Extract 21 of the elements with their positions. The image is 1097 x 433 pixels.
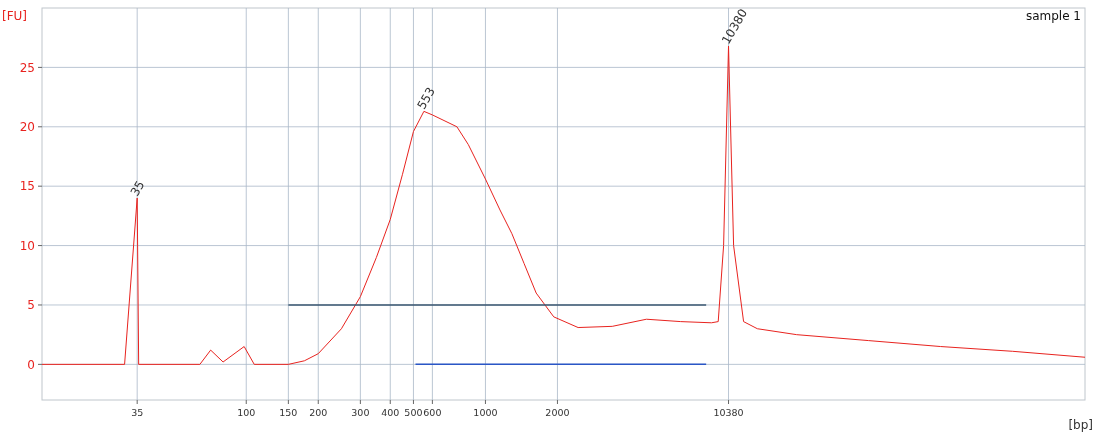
x-tick-label: 400 [381, 407, 400, 418]
y-tick-label: 25 [19, 60, 35, 75]
x-tick-label: 200 [309, 407, 328, 418]
x-tick-label: 10380 [713, 407, 744, 418]
x-tick-label: 300 [351, 407, 370, 418]
x-axis-title: [bp] [1068, 418, 1093, 432]
x-tick-label: 500 [404, 407, 423, 418]
x-tick-label: 100 [237, 407, 256, 418]
y-tick-label: 5 [27, 298, 35, 313]
y-tick-label: 20 [19, 119, 35, 134]
x-tick-label: 600 [423, 407, 442, 418]
annotation: 35 [127, 178, 148, 199]
chart-title: sample 1 [1025, 9, 1081, 23]
y-axis-title: [FU] [2, 9, 28, 23]
y-tick-label: 0 [27, 357, 35, 372]
y-tick-label: 15 [19, 179, 35, 194]
x-tick-label: 2000 [545, 407, 570, 418]
x-tick-label: 35 [131, 407, 144, 418]
y-tick-label: 10 [19, 238, 35, 253]
x-tick-label: 1000 [473, 407, 498, 418]
x-tick-label: 150 [279, 407, 298, 418]
